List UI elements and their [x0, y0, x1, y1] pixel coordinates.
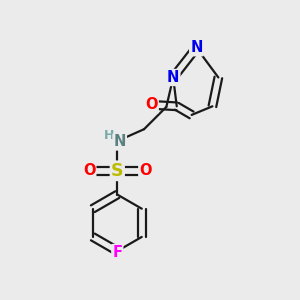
- Text: N: N: [113, 134, 126, 149]
- Text: N: N: [190, 40, 202, 55]
- Text: O: O: [139, 163, 152, 178]
- Text: O: O: [145, 97, 158, 112]
- Text: F: F: [112, 245, 122, 260]
- Text: N: N: [167, 70, 179, 85]
- Text: S: S: [111, 162, 124, 180]
- Text: H: H: [104, 129, 114, 142]
- Text: O: O: [83, 163, 95, 178]
